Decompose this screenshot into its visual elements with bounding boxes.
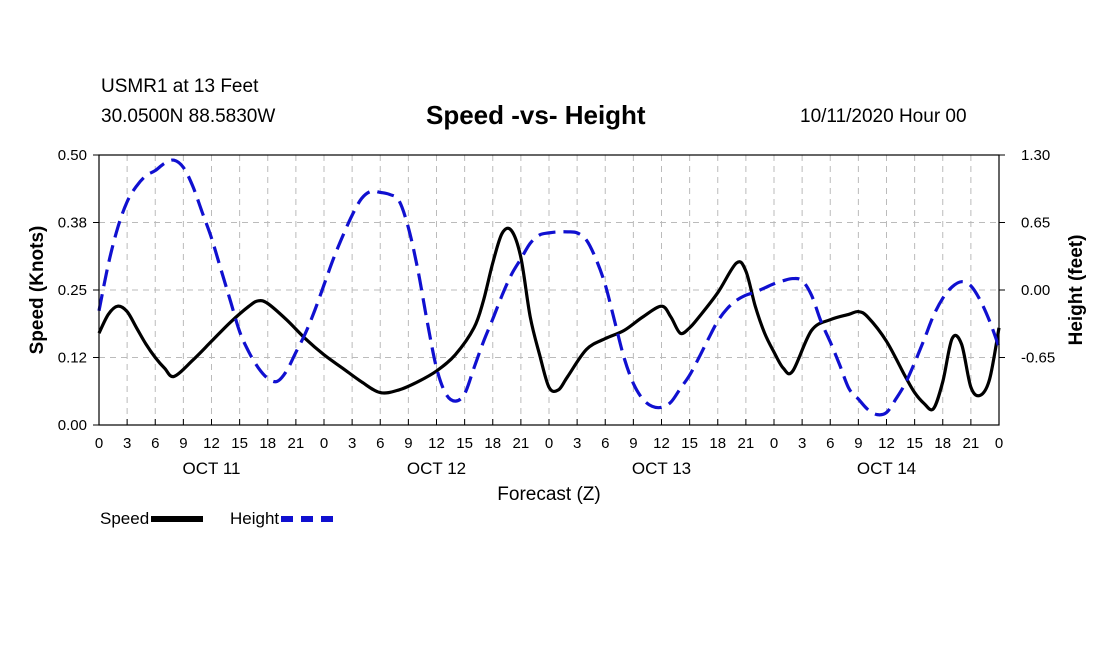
- x-tick-label: 6: [826, 435, 834, 452]
- y-tick-label: 0.00: [58, 417, 87, 434]
- legend-height-swatch: [281, 516, 334, 522]
- legend-speed-label: Speed: [100, 509, 150, 528]
- day-label: OCT 14: [857, 459, 916, 478]
- x-tick-label: 0: [320, 435, 328, 452]
- axes-layer: 0 3 6 9 12 15 18 21 0 3 6 9 12 15 18 21 0 3 6 9 12 15 18 21 0 3 6 9…: [58, 147, 1055, 478]
- x-tick-label: 6: [601, 435, 609, 452]
- y-tick-label: 0.12: [58, 350, 87, 367]
- x-tick-label: 21: [513, 435, 530, 452]
- x-tick-label: 15: [456, 435, 473, 452]
- chart-title: Speed -vs- Height: [426, 100, 646, 130]
- x-tick-label: 12: [428, 435, 445, 452]
- x-tick-label: 21: [738, 435, 755, 452]
- y2-tick-label: 1.30: [1021, 147, 1050, 164]
- y-tick-label: 0.38: [58, 215, 87, 232]
- x-tick-label: 6: [151, 435, 159, 452]
- x-tick-label: 0: [995, 435, 1003, 452]
- x-tick-label: 9: [179, 435, 187, 452]
- x-tick-label: 9: [854, 435, 862, 452]
- y-tick-label: 0.50: [58, 147, 87, 164]
- y2-tick-label: -0.65: [1021, 350, 1055, 367]
- x-tick-label: 18: [484, 435, 501, 452]
- y-axis-label: Speed (Knots): [27, 226, 48, 355]
- x-axis-label: Forecast (Z): [497, 484, 600, 505]
- x-tick-label: 0: [770, 435, 778, 452]
- legend-speed: Speed: [100, 509, 204, 529]
- x-tick-label: 15: [906, 435, 923, 452]
- day-label: OCT 11: [183, 459, 241, 478]
- day-label: OCT 13: [632, 459, 691, 478]
- x-tick-label: 18: [709, 435, 726, 452]
- day-label: OCT 12: [407, 459, 466, 478]
- x-tick-label: 12: [878, 435, 895, 452]
- forecast-datetime: 10/11/2020 Hour 00: [800, 106, 967, 127]
- y2-tick-label: 0.00: [1021, 282, 1050, 299]
- x-tick-label: 12: [653, 435, 670, 452]
- series-line-height: [97, 158, 1001, 417]
- legend-height: Height: [230, 509, 334, 529]
- x-tick-label: 0: [545, 435, 553, 452]
- legend-speed-swatch: [151, 516, 204, 522]
- x-tick-label: 21: [288, 435, 305, 452]
- x-tick-label: 15: [681, 435, 698, 452]
- x-tick-label: 3: [798, 435, 806, 452]
- x-tick-label: 21: [963, 435, 980, 452]
- y2-axis-label: Height (feet): [1066, 235, 1087, 346]
- x-tick-label: 3: [348, 435, 356, 452]
- x-tick-label: 3: [123, 435, 131, 452]
- station-label: USMR1 at 13 Feet: [101, 76, 259, 97]
- series-layer: [97, 158, 1001, 417]
- y2-tick-label: 0.65: [1021, 215, 1050, 232]
- x-tick-label: 12: [203, 435, 220, 452]
- y-tick-label: 0.25: [58, 282, 87, 299]
- x-tick-label: 9: [629, 435, 637, 452]
- x-tick-label: 9: [404, 435, 412, 452]
- x-tick-label: 18: [259, 435, 276, 452]
- x-tick-label: 3: [573, 435, 581, 452]
- x-tick-label: 18: [934, 435, 951, 452]
- x-tick-label: 6: [376, 435, 384, 452]
- x-tick-label: 15: [231, 435, 248, 452]
- series-line-speed: [97, 226, 1001, 412]
- coordinates-label: 30.0500N 88.5830W: [101, 106, 276, 127]
- legend-height-label: Height: [230, 509, 280, 528]
- x-tick-label: 0: [95, 435, 103, 452]
